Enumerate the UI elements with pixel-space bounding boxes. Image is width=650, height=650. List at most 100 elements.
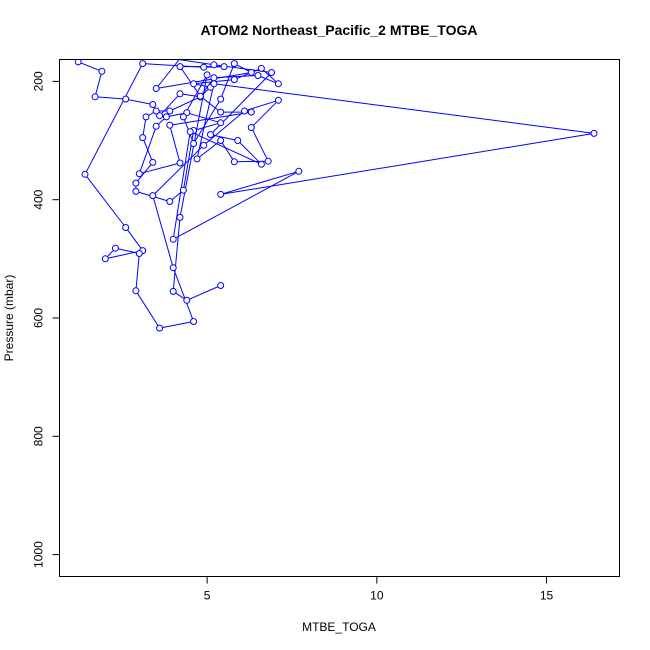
data-point — [257, 64, 265, 72]
y-tick-label: 600 — [32, 308, 46, 328]
data-point — [200, 63, 208, 71]
series-line-segment — [138, 126, 157, 174]
series-line-segment — [213, 83, 595, 134]
data-point — [135, 170, 143, 178]
data-point — [166, 107, 174, 115]
data-point — [217, 119, 225, 127]
data-point — [207, 131, 214, 139]
data-point — [176, 159, 184, 167]
series-line-segment — [169, 125, 181, 164]
y-tick-label: 1000 — [32, 541, 46, 568]
data-point — [247, 108, 255, 116]
data-point — [149, 101, 157, 108]
data-point — [149, 192, 157, 200]
series-line-segment — [129, 54, 139, 57]
y-tick-label: 200 — [32, 71, 46, 91]
series-line-segment — [139, 162, 181, 175]
series-line-segment — [186, 285, 221, 301]
series-line-segment — [169, 111, 252, 126]
series-line-segment — [193, 122, 221, 131]
data-point — [268, 69, 276, 76]
data-point — [176, 63, 184, 71]
series-line-segment — [172, 131, 191, 240]
data-point — [257, 160, 265, 168]
data-point — [230, 60, 238, 68]
series-line-segment — [125, 98, 153, 105]
data-point — [264, 157, 272, 165]
series-line-segment — [142, 63, 204, 68]
data-point — [132, 187, 140, 195]
data-point — [220, 63, 228, 71]
data-point — [152, 107, 160, 115]
series-line-segment — [175, 59, 214, 66]
data-point — [74, 59, 82, 66]
data-point — [101, 255, 109, 263]
data-point — [98, 67, 106, 75]
x-tick-label: 5 — [204, 589, 211, 603]
x-axis-label: MTBE_TOGA — [302, 620, 376, 634]
series-line-segment — [250, 127, 269, 162]
series-line-segment — [159, 321, 194, 329]
data-point — [166, 121, 174, 129]
series-line-segment — [257, 75, 279, 85]
data-point — [149, 158, 157, 166]
data-point — [156, 324, 164, 332]
data-point — [247, 69, 255, 76]
data-point — [139, 134, 147, 142]
y-tick-label: 400 — [32, 189, 46, 209]
series-line-segment — [129, 54, 183, 56]
plot-area — [74, 51, 598, 332]
data-point — [203, 71, 211, 79]
series-line-segment — [237, 140, 262, 165]
data-point — [81, 170, 89, 178]
series-line-segment — [220, 140, 235, 163]
data-point — [139, 60, 147, 68]
data-point — [210, 74, 218, 82]
data-point — [183, 296, 191, 304]
data-point — [169, 287, 177, 295]
y-axis: 200 400 600 800 1000 — [32, 71, 60, 568]
data-point — [122, 224, 130, 231]
data-point — [200, 141, 208, 149]
data-point — [152, 122, 160, 130]
series-line-segment — [220, 63, 235, 100]
series-line-segment — [94, 71, 103, 97]
data-point — [176, 90, 184, 98]
data-point — [169, 235, 177, 243]
data-point — [142, 113, 150, 121]
series-line-segment — [84, 63, 144, 175]
series-line-segment — [135, 290, 161, 329]
x-tick-label: 10 — [370, 589, 384, 603]
series-line-segment — [169, 96, 201, 112]
series-line-segment — [152, 144, 205, 196]
data-point — [166, 198, 174, 205]
data-point — [210, 61, 218, 69]
series-line-segment — [250, 99, 279, 128]
series-line-segment — [189, 131, 262, 165]
series-line-segment — [199, 95, 222, 113]
series-line-segment — [172, 217, 181, 292]
data-point — [186, 128, 194, 136]
data-point — [217, 108, 225, 116]
series-line-segment — [125, 227, 144, 251]
data-point — [247, 124, 255, 131]
series-line-segment — [95, 96, 126, 100]
series-line-segment — [203, 110, 245, 146]
data-point — [190, 140, 198, 147]
series-line-segment — [196, 83, 215, 160]
data-point — [193, 155, 201, 163]
data-point — [590, 129, 598, 137]
x-axis: 5 10 15 — [204, 576, 554, 603]
series-line-segment — [152, 195, 174, 268]
data-point — [196, 92, 204, 100]
data-point — [122, 95, 130, 103]
data-point — [180, 51, 186, 57]
data-point — [241, 107, 248, 115]
data-point — [230, 76, 238, 84]
data-point — [162, 113, 170, 121]
data-point — [217, 190, 225, 198]
data-point — [169, 264, 177, 272]
data-point — [179, 186, 187, 194]
series-line-segment — [172, 170, 300, 240]
